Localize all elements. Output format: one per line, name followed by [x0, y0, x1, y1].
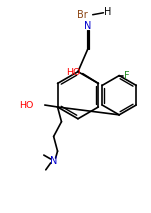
Text: F: F [124, 71, 130, 81]
Text: N: N [84, 22, 92, 32]
Text: HO: HO [20, 101, 34, 109]
Text: HO: HO [66, 68, 80, 77]
Text: N: N [50, 156, 57, 166]
Text: Br: Br [77, 10, 88, 20]
Text: H: H [104, 7, 111, 17]
